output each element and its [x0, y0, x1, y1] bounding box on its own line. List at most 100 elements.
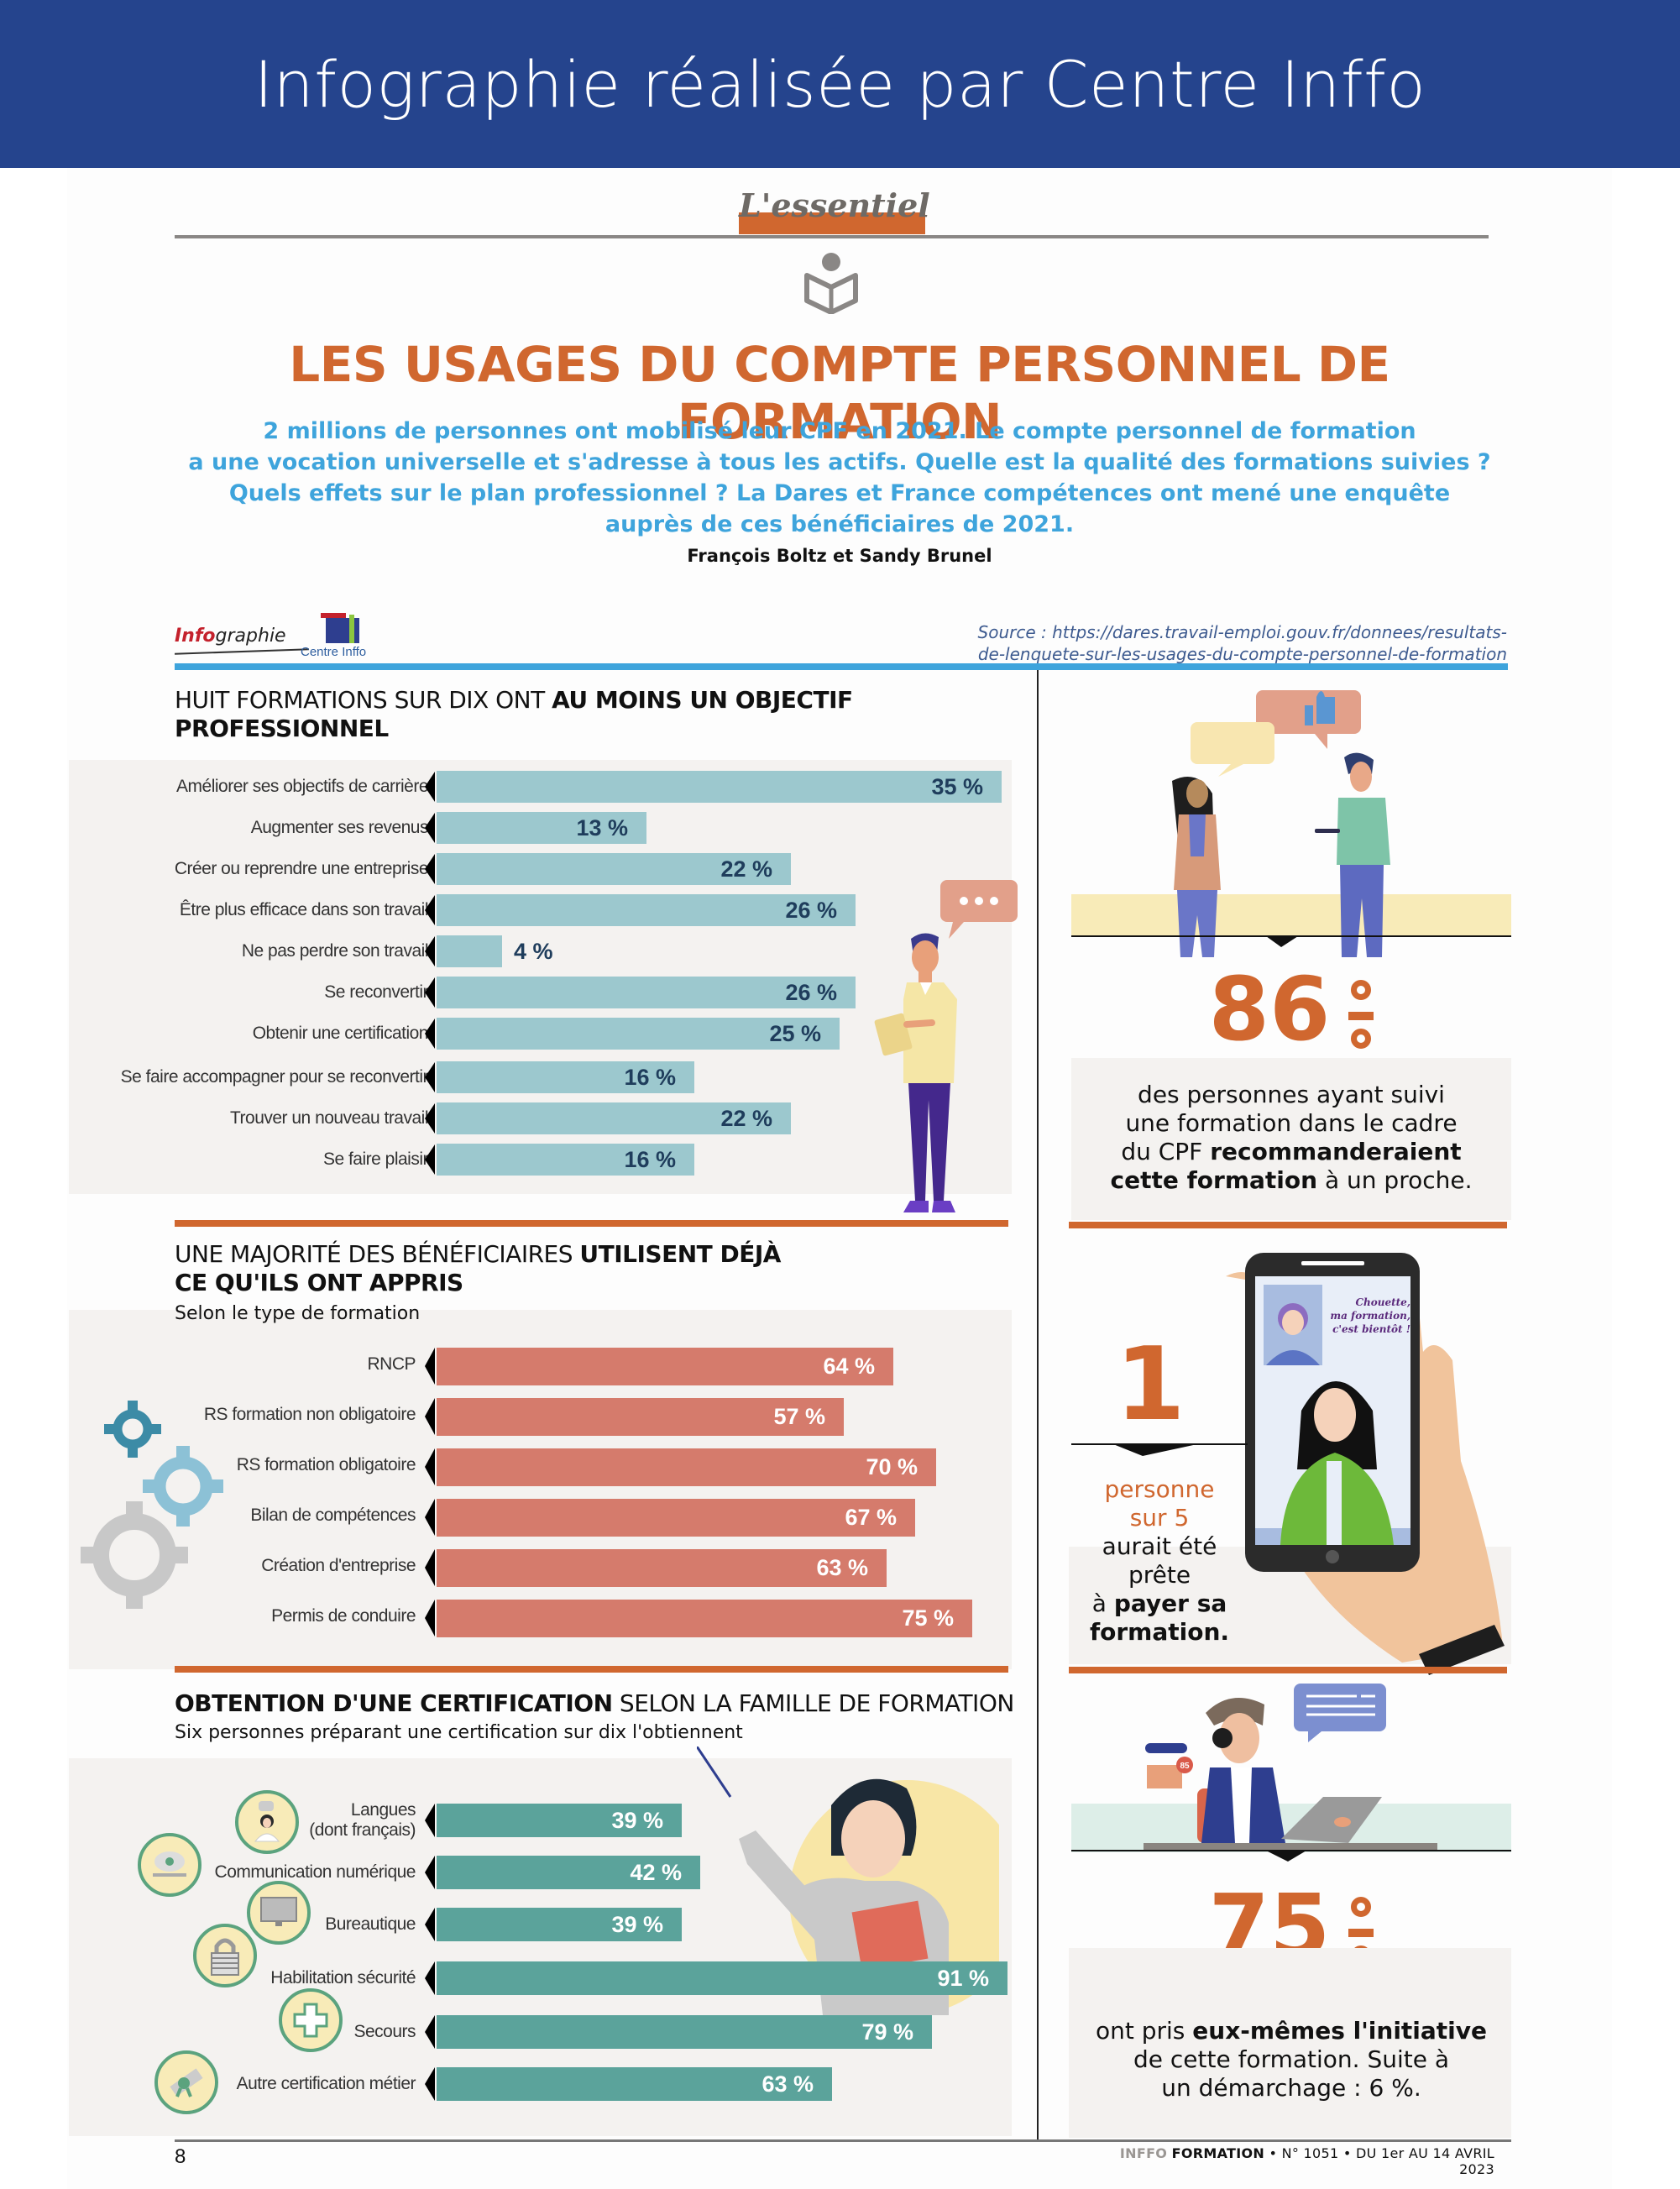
- text-normal: du CPF: [1121, 1138, 1211, 1165]
- bar: 79 %: [437, 2015, 932, 2049]
- bar: 16 %: [437, 1061, 694, 1093]
- text-bold: cette formation: [1110, 1166, 1318, 1194]
- intro-line: Quels effets sur le plan professionnel ?…: [228, 480, 1451, 506]
- row-pointer: [425, 1398, 435, 1435]
- blue-divider: [175, 663, 1508, 670]
- bar-label-line: (dont français): [309, 1820, 416, 1840]
- bar: 26 %: [437, 977, 856, 1008]
- bar-label: Autre certification métier: [236, 2074, 416, 2093]
- centre-inffo-logo: Centre Inffo: [301, 611, 376, 662]
- bar-label: RNCP: [367, 1354, 416, 1374]
- chart-row: Obtenir une certification: [69, 1017, 429, 1050]
- row-pointer: [425, 1062, 435, 1092]
- first-aid-cross-icon: [279, 1988, 343, 2052]
- banner-title: Infographie réalisée par Centre Inffo: [0, 0, 1680, 168]
- chart-row: Améliorer ses objectifs de carrière: [69, 770, 428, 804]
- hand-holding-phone-illustration: [1226, 1253, 1505, 1675]
- stat-pay-number: 1: [1115, 1327, 1185, 1443]
- row-pointer: [425, 977, 435, 1008]
- stat-line: un démarchage : 6 %.: [1161, 2074, 1421, 2102]
- issue-info: • N° 1051 • DU 1er AU 14 AVRIL 2023: [1264, 2145, 1494, 2177]
- bar: 35 %: [437, 771, 1002, 803]
- column-divider: [1037, 670, 1039, 2139]
- bar-label: Bilan de compétences: [250, 1506, 416, 1525]
- stat-initiative-text: ont pris eux-mêmes l'initiative de cette…: [1071, 2017, 1511, 2103]
- bar: 16 %: [437, 1144, 694, 1176]
- brand-light: INFFO: [1119, 2145, 1168, 2161]
- section-usage-title: UNE MAJORITÉ DES BÉNÉFICIAIRES UTILISENT…: [175, 1240, 930, 1297]
- stat-line: une formation dans le cadre: [1125, 1109, 1458, 1137]
- bubble-line: ma formation,: [1330, 1310, 1410, 1322]
- bar: 13 %: [437, 812, 646, 844]
- stat-line-accent: sur 5: [1129, 1504, 1190, 1532]
- percent-icon: [1348, 979, 1374, 1052]
- two-people-talking-illustration: [1071, 690, 1511, 957]
- row-pointer: [425, 1103, 435, 1134]
- section-certification-title: OBTENTION D'UNE CERTIFICATION SELON LA F…: [175, 1689, 1056, 1718]
- stat-pay-text: personne sur 5 aurait été prête à payer …: [1071, 1475, 1248, 1647]
- intro-line: auprès de ces bénéficiaires de 2021.: [604, 511, 1075, 537]
- stat-recommend-number: 86: [1071, 964, 1511, 1055]
- intro-line: a une vocation universelle et s'adresse …: [188, 449, 1491, 475]
- text-bold: eux-mêmes l'initiative: [1192, 2017, 1488, 2045]
- bar-label: Permis de conduire: [271, 1606, 416, 1626]
- stat-line: prête: [1128, 1561, 1191, 1589]
- chart-row: Bureautique: [69, 1908, 416, 1941]
- chart-row: Communication numérique: [69, 1856, 416, 1889]
- stat-value: 86: [1208, 958, 1331, 1060]
- bar: 25 %: [437, 1018, 840, 1050]
- section-divider: [175, 1666, 1008, 1673]
- bar: 22 %: [437, 853, 791, 885]
- stat-line: formation.: [1071, 1618, 1248, 1647]
- title-bold: CE QU'ILS ONT APPRIS: [175, 1269, 463, 1296]
- intro-line: 2 millions de personnes ont mobilisé leu…: [263, 418, 1416, 444]
- bar: 63 %: [437, 1549, 887, 1587]
- row-pointer: [425, 936, 435, 966]
- title-normal: UNE MAJORITÉ DES BÉNÉFICIAIRES: [175, 1240, 580, 1268]
- source-line: de-lenquete-sur-les-usages-du-compte-per…: [977, 644, 1507, 664]
- section-tag-underline: [739, 212, 925, 234]
- row-pointer: [425, 2067, 435, 2101]
- chart-objectives: Améliorer ses objectifs de carrière Augm…: [69, 0, 1012, 1169]
- padlock-icon: [193, 1924, 257, 1987]
- gears-icon: [81, 1401, 223, 1609]
- publication-footer: INFFO FORMATION • N° 1051 • DU 1er AU 14…: [1091, 2145, 1494, 2177]
- bar-label-line: Langues: [350, 1800, 416, 1820]
- bar: [437, 935, 502, 967]
- text-normal: ont pris: [1095, 2017, 1193, 2045]
- stat-line: aurait été: [1102, 1532, 1217, 1560]
- chart-row: Se reconvertir: [69, 976, 428, 1009]
- title-normal: SELON LA FAMILLE DE FORMATION: [612, 1689, 1014, 1717]
- bar-label: Secours: [353, 2022, 416, 2041]
- stat-recommend-text: des personnes ayant suivi une formation …: [1071, 1081, 1511, 1195]
- row-pointer: [425, 1600, 435, 1637]
- title-bold: UTILISENT DÉJÀ: [579, 1240, 781, 1268]
- text-bold: payer sa: [1113, 1589, 1227, 1617]
- infographie-label-red: Info: [175, 626, 216, 647]
- source-citation: Source : https://dares.travail-emploi.go…: [840, 621, 1507, 665]
- row-pointer: [425, 1961, 435, 1995]
- row-pointer: [425, 1804, 435, 1837]
- stat-line: à payer sa: [1071, 1589, 1248, 1618]
- call-center-agent-illustration: 85: [1071, 1684, 1511, 1862]
- chart-row: Se faire plaisir: [69, 1143, 429, 1176]
- chart-row: Se faire accompagner pour se reconvertir: [69, 1060, 429, 1094]
- row-pointer: [425, 895, 435, 925]
- bar: 42 %: [437, 1856, 700, 1889]
- bubble-line: Chouette,: [1355, 1296, 1410, 1308]
- title-normal: HUIT FORMATIONS SUR DIX ONT: [175, 686, 552, 714]
- bar-label: Se faire accompagner pour se reconvertir: [120, 1067, 429, 1087]
- bar: 39 %: [437, 1804, 682, 1837]
- bar-label: Communication numérique: [214, 1862, 416, 1882]
- chart-row: Langues (dont français): [69, 1799, 416, 1841]
- stat-line: des personnes ayant suivi: [1138, 1081, 1445, 1108]
- row-pointer: [425, 1019, 435, 1049]
- chart-row: Création d'entreprise: [69, 1549, 416, 1583]
- chart-row: Ne pas perdre son travail: [69, 935, 429, 968]
- bar: 75 %: [437, 1600, 972, 1637]
- chart-row: Permis de conduire: [69, 1600, 416, 1633]
- chart-row: Secours: [69, 2015, 416, 2049]
- row-pointer: [425, 1448, 435, 1485]
- page-title: LES USAGES DU COMPTE PERSONNEL DE FORMAT…: [289, 336, 1390, 450]
- bar: 64 %: [437, 1348, 893, 1385]
